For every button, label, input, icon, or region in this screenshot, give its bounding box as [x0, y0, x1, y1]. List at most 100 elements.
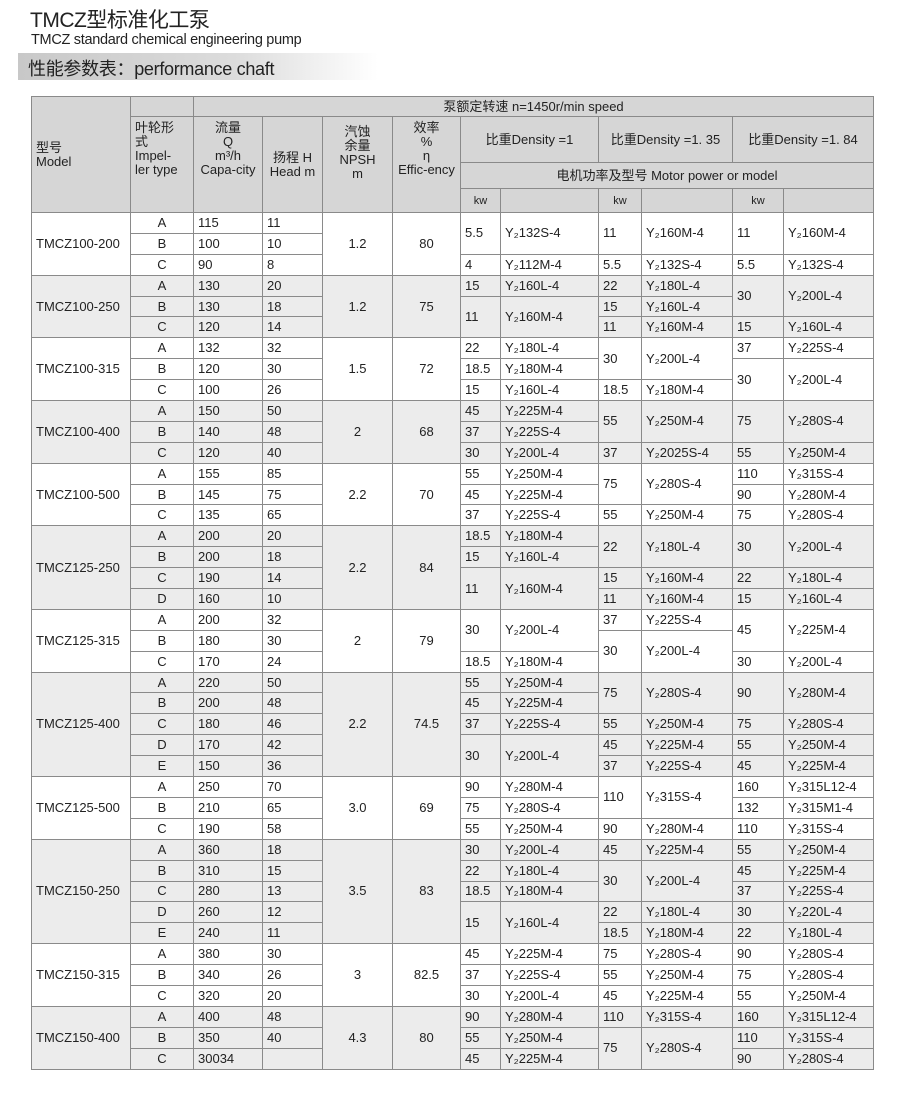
motor-d3: Y₂250M-4 — [782, 984, 875, 1007]
kw-d2: 45 — [598, 838, 642, 861]
header-density-3: 比重Density =1. 84 — [731, 116, 875, 163]
motor-d1: Y₂225M-4 — [500, 400, 599, 422]
npsh-cell: 4.3 — [322, 1005, 393, 1070]
motor-d2: Y₂250M-4 — [641, 964, 733, 986]
table-row: TMCZ100-500 A 155 85 2.2 70 55 Y₂250M-4 75 Y₂280S… — [31, 462, 875, 527]
flow-cell: 170 — [193, 650, 263, 673]
impeller-cell: A — [130, 776, 194, 798]
flow-cell: 200 — [193, 692, 263, 715]
motor-d3: Y₂160M-4 — [782, 212, 875, 255]
efficiency-cell: 80 — [392, 1005, 461, 1070]
motor-d3: Y₂225M-4 — [782, 608, 875, 652]
header-head: 扬程 H Head m — [262, 116, 323, 213]
motor-d1: Y₂280S-4 — [500, 796, 599, 819]
flow-cell: 360 — [193, 838, 263, 861]
kw-d3: 45 — [732, 755, 784, 778]
efficiency-cell: 69 — [392, 776, 461, 840]
efficiency-cell: 82.5 — [392, 943, 461, 1007]
kw-d2: 37 — [598, 608, 642, 631]
motor-d3: Y₂180L-4 — [782, 567, 875, 590]
kw-d1: 37 — [460, 504, 501, 527]
motor-d2: Y₂250M-4 — [641, 713, 733, 736]
head-cell: 70 — [262, 776, 323, 798]
impeller-cell: B — [130, 295, 194, 318]
kw-d2: 22 — [598, 525, 642, 569]
table-row: TMCZ125-315 A 200 32 2 79 30 Y₂200L-4 37 Y₂225S-4… — [31, 608, 875, 673]
head-cell: 24 — [262, 650, 323, 673]
efficiency-cell: 70 — [392, 462, 461, 527]
head-cell: 11 — [262, 212, 323, 234]
table-row: B 180 30 30 Y₂200L-4 — [32, 629, 874, 673]
table-row: C 135 65 37 Y₂225S-4 55 Y₂250M-4 75 Y₂280S-4 — [32, 504, 875, 527]
kw-d3: 75 — [732, 504, 784, 527]
motor-d1: Y₂225S-4 — [500, 713, 599, 736]
kw-d3: 30 — [732, 901, 784, 924]
motor-d3: Y₂315S-4 — [782, 462, 875, 485]
motor-d3: Y₂160L-4 — [782, 316, 875, 339]
flow-cell: 140 — [193, 420, 263, 443]
npsh-cell: 3.5 — [322, 838, 393, 945]
impeller-cell: C — [130, 316, 194, 339]
kw-d3: 15 — [732, 316, 784, 339]
impeller-cell: E — [130, 922, 194, 945]
head-cell: 15 — [262, 859, 323, 882]
kw-d1: 55 — [460, 462, 501, 485]
kw-d3: 45 — [732, 859, 784, 882]
impeller-cell: B — [130, 629, 194, 652]
impeller-cell: C — [130, 817, 194, 840]
kw-d1: 22 — [460, 337, 501, 360]
impeller-cell: B — [130, 420, 194, 443]
flow-cell: 320 — [193, 984, 263, 1007]
kw-d2: 15 — [598, 567, 642, 590]
table-row: TMCZ100-250 A 130 20 1.2 75 15 Y₂160L-4 22 Y₂180L… — [31, 274, 875, 339]
impeller-cell: D — [130, 588, 194, 610]
flow-cell: 135 — [193, 504, 263, 527]
motor-d1: Y₂200L-4 — [500, 984, 599, 1007]
motor-d3: Y₂280S-4 — [782, 964, 875, 986]
section-banner: 性能参数表：performance chaft — [18, 53, 378, 80]
impeller-cell: A — [130, 525, 194, 548]
kw-d1: 15 — [460, 379, 501, 402]
head-cell: 13 — [262, 880, 323, 903]
kw-d1: 22 — [460, 859, 501, 882]
flow-cell: 130 — [193, 295, 263, 318]
head-cell: 32 — [262, 608, 323, 631]
model-cell: TMCZ150-400 — [31, 1005, 131, 1070]
impeller-cell: C — [130, 567, 194, 590]
motor-d3: Y₂180L-4 — [782, 922, 875, 945]
flow-cell: 200 — [193, 546, 263, 569]
kw-d1: 18.5 — [460, 880, 501, 903]
motor-d1: Y₂250M-4 — [500, 1026, 599, 1049]
table-row: TMCZ125-400 A 220 50 2.2 74.5 55 Y₂250M-4 75 Y₂28… — [31, 671, 875, 778]
flow-cell: 120 — [193, 358, 263, 381]
impeller-cell: B — [130, 859, 194, 882]
kw-d3: 55 — [732, 734, 784, 757]
motor-d2: Y₂180L-4 — [641, 525, 733, 569]
kw-d3: 55 — [732, 984, 784, 1007]
head-cell: 18 — [262, 546, 323, 569]
kw-d3: 75 — [732, 964, 784, 986]
kw-d1: 15 — [460, 901, 501, 945]
impeller-cell: A — [130, 337, 194, 360]
head-cell: 8 — [262, 253, 323, 276]
impeller-cell: C — [130, 379, 194, 402]
motor-d3: Y₂220L-4 — [782, 901, 875, 924]
motor-d2: Y₂160M-4 — [641, 567, 733, 590]
table-row: C 90 8 4 Y₂112M-4 5.5 Y₂132S-4 5.5 Y₂132S-4 — [32, 253, 875, 276]
kw-d1: 18.5 — [460, 650, 501, 673]
head-cell: 48 — [262, 692, 323, 715]
head-cell: 50 — [262, 400, 323, 422]
head-cell: 14 — [262, 316, 323, 339]
motor-d3: Y₂315M1-4 — [782, 796, 875, 819]
header-flow: 流量 Q m³/h Capa-city — [193, 116, 263, 213]
motor-d1: Y₂200L-4 — [500, 734, 599, 778]
table-row: E 150 36 37 Y₂225S-4 45 Y₂225M-4 — [32, 755, 875, 778]
page-subtitle: TMCZ standard chemical engineering pump — [31, 32, 302, 48]
flow-cell: 200 — [193, 608, 263, 631]
table-row: C 280 13 18.5 Y₂180M-4 37 Y₂225S-4 — [32, 880, 875, 903]
kw-d2: 75 — [598, 1026, 642, 1070]
header-speed: 泵额定转速 n=1450r/min speed — [192, 96, 875, 117]
flow-cell: 100 — [193, 379, 263, 402]
kw-d2: 75 — [598, 671, 642, 715]
kw-d2: 18.5 — [598, 922, 642, 945]
